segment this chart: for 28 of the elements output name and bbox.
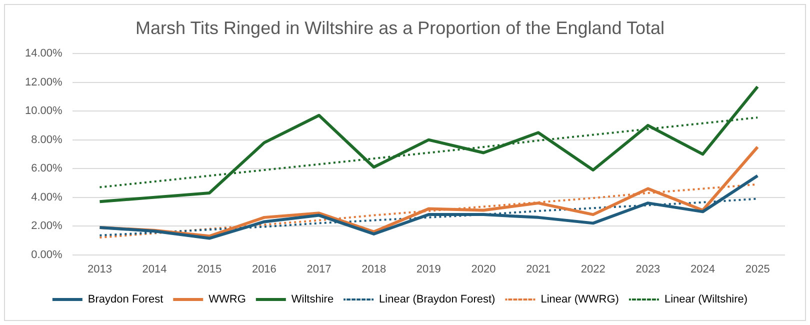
- y-tick-label: 12.00%: [24, 76, 63, 88]
- x-tick-label: 2013: [87, 263, 112, 276]
- chart-title: Marsh Tits Ringed in Wiltshire as a Proportion of the England Total: [136, 18, 664, 38]
- legend-label: Wiltshire: [291, 294, 334, 306]
- x-tick-label: 2015: [197, 263, 222, 276]
- legend-label: WWRG: [208, 294, 246, 306]
- y-tick-label: 4.00%: [31, 191, 63, 204]
- legend-label: Linear (WWRG): [540, 294, 619, 306]
- x-tick-label: 2021: [526, 263, 551, 276]
- x-tick-label: 2023: [636, 263, 660, 276]
- legend-label: Braydon Forest: [88, 294, 164, 306]
- x-tick-label: 2017: [306, 263, 332, 276]
- x-tick-label: 2016: [252, 263, 276, 276]
- x-tick-label: 2020: [471, 263, 496, 276]
- x-tick-label: 2019: [416, 263, 441, 276]
- y-tick-label: 8.00%: [31, 134, 63, 146]
- y-tick-label: 14.00%: [24, 48, 63, 60]
- y-tick-label: 10.00%: [24, 105, 63, 118]
- legend-label: Linear (Wiltshire): [664, 294, 748, 306]
- x-tick-label: 2022: [580, 263, 606, 276]
- x-tick-label: 2018: [362, 263, 386, 276]
- legend-label: Linear (Braydon Forest): [379, 294, 496, 306]
- x-tick-label: 2014: [142, 263, 167, 276]
- y-tick-label: 2.00%: [31, 220, 63, 232]
- x-tick-label: 2024: [690, 263, 716, 276]
- x-tick-label: 2025: [745, 263, 770, 276]
- y-tick-label: 6.00%: [31, 162, 63, 175]
- y-tick-label: 0.00%: [31, 248, 63, 261]
